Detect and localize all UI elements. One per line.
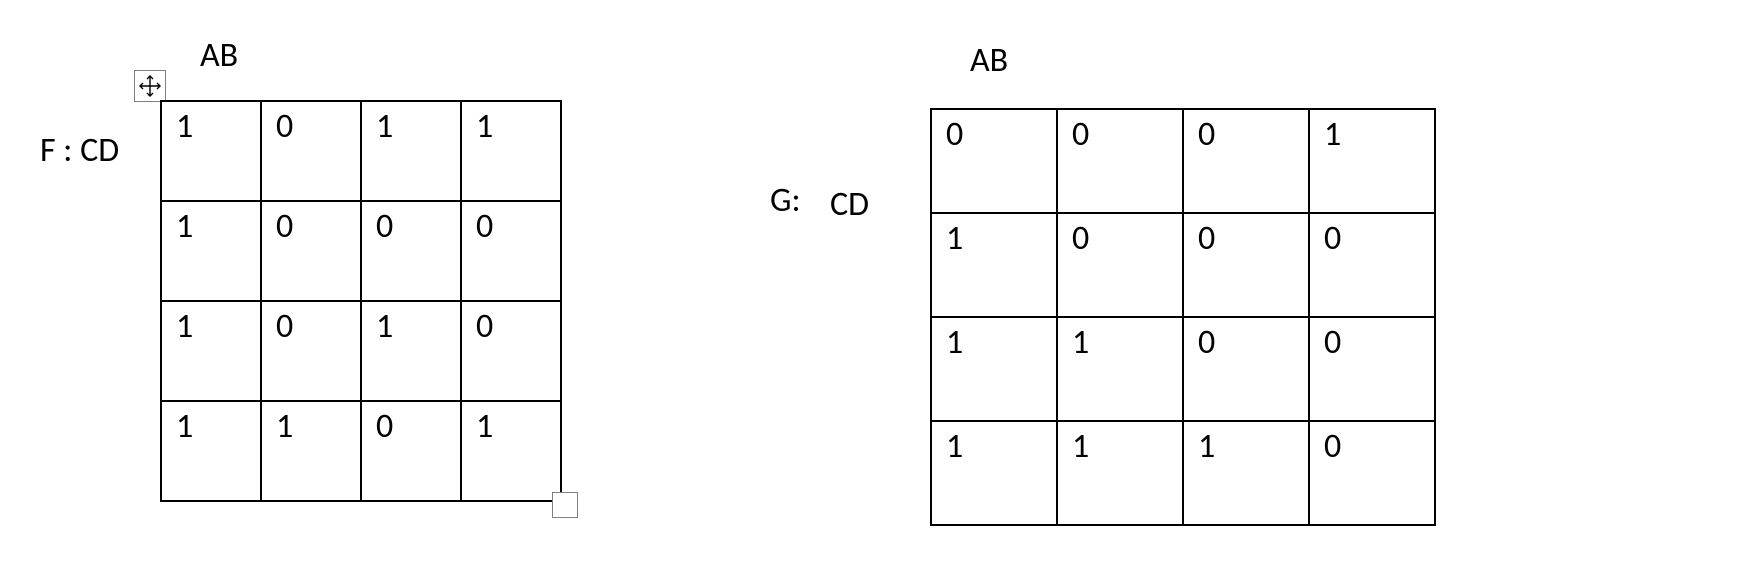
kmap-f-cell: 1 <box>161 101 261 201</box>
kmap-f-cell: 0 <box>361 201 461 301</box>
kmap-g-cell: 0 <box>1309 421 1435 525</box>
table-row: 1 0 1 1 <box>161 101 561 201</box>
kmap-f-cell: 1 <box>461 401 561 501</box>
table-row: 0 0 0 1 <box>931 109 1435 213</box>
kmap-f-cell: 1 <box>361 101 461 201</box>
kmap-g-cell: 1 <box>931 421 1057 525</box>
kmap-g-row-header-var: CD <box>830 184 869 225</box>
move-handle-icon[interactable] <box>134 70 166 102</box>
kmap-g-cell: 1 <box>931 317 1057 421</box>
kmap-g-cell: 0 <box>1309 213 1435 317</box>
table-row: 1 1 0 0 <box>931 317 1435 421</box>
kmap-f-cell: 1 <box>261 401 361 501</box>
kmap-g-cell: 0 <box>931 109 1057 213</box>
kmap-g-cell: 0 <box>1057 109 1183 213</box>
kmap-f-cell: 0 <box>461 201 561 301</box>
table-row: 1 1 0 1 <box>161 401 561 501</box>
kmap-f-table: 1 0 1 1 1 0 0 0 1 0 1 0 1 1 0 1 <box>160 100 562 502</box>
kmap-f-row-header: F : CD <box>40 130 119 171</box>
kmap-f-cell: 0 <box>461 301 561 401</box>
table-row: 1 0 1 0 <box>161 301 561 401</box>
kmap-g-cell: 0 <box>1057 213 1183 317</box>
kmap-f-cell: 1 <box>361 301 461 401</box>
kmap-g-col-header: AB <box>970 40 1008 81</box>
kmap-g-table: 0 0 0 1 1 0 0 0 1 1 0 0 1 1 1 0 <box>930 108 1436 526</box>
kmap-f-cell: 0 <box>261 301 361 401</box>
kmap-f-cell: 1 <box>161 301 261 401</box>
kmap-f-cell: 0 <box>261 201 361 301</box>
kmap-g-cell: 0 <box>1183 213 1309 317</box>
canvas: AB F : CD 1 0 1 1 1 0 0 0 <box>0 0 1745 573</box>
resize-handle-icon[interactable] <box>552 492 578 518</box>
kmap-g-cell: 1 <box>1057 421 1183 525</box>
kmap-g-cell: 0 <box>1183 317 1309 421</box>
kmap-f-cell: 1 <box>161 401 261 501</box>
kmap-g-cell: 0 <box>1309 317 1435 421</box>
table-row: 1 0 0 0 <box>161 201 561 301</box>
kmap-f-cell: 1 <box>461 101 561 201</box>
table-row: 1 1 1 0 <box>931 421 1435 525</box>
kmap-f-cell: 0 <box>361 401 461 501</box>
kmap-f-col-header: AB <box>200 35 238 76</box>
kmap-g-cell: 0 <box>1183 109 1309 213</box>
kmap-g-cell: 1 <box>1309 109 1435 213</box>
kmap-g-cell: 1 <box>931 213 1057 317</box>
kmap-f-cell: 1 <box>161 201 261 301</box>
kmap-g-cell: 1 <box>1057 317 1183 421</box>
kmap-g-row-header-prefix: G: <box>770 180 801 221</box>
kmap-g-cell: 1 <box>1183 421 1309 525</box>
table-row: 1 0 0 0 <box>931 213 1435 317</box>
kmap-f-cell: 0 <box>261 101 361 201</box>
